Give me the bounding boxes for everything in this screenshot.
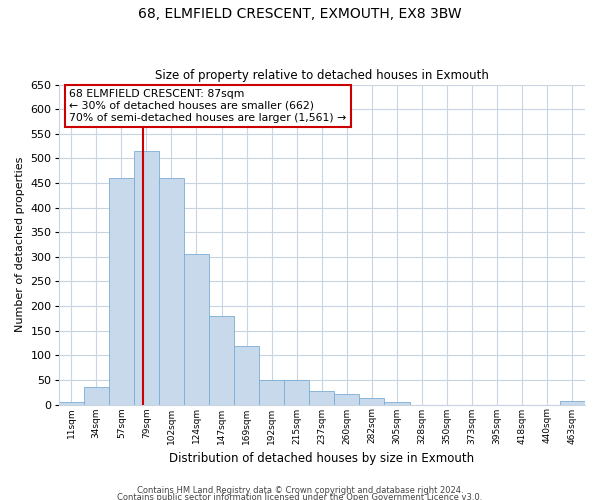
Bar: [134, 151, 159, 405]
Bar: [359, 398, 385, 404]
Bar: [209, 316, 234, 404]
Text: 68 ELMFIELD CRESCENT: 87sqm
← 30% of detached houses are smaller (662)
70% of se: 68 ELMFIELD CRESCENT: 87sqm ← 30% of det…: [69, 90, 346, 122]
Bar: [560, 400, 585, 404]
Y-axis label: Number of detached properties: Number of detached properties: [15, 157, 25, 332]
Text: Contains public sector information licensed under the Open Government Licence v3: Contains public sector information licen…: [118, 494, 482, 500]
Bar: [59, 402, 83, 404]
Bar: [385, 402, 410, 404]
Text: 68, ELMFIELD CRESCENT, EXMOUTH, EX8 3BW: 68, ELMFIELD CRESCENT, EXMOUTH, EX8 3BW: [138, 8, 462, 22]
Bar: [284, 380, 309, 404]
Text: Contains HM Land Registry data © Crown copyright and database right 2024.: Contains HM Land Registry data © Crown c…: [137, 486, 463, 495]
Bar: [234, 346, 259, 405]
Bar: [184, 254, 209, 404]
Bar: [159, 178, 184, 404]
Bar: [109, 178, 134, 404]
Bar: [83, 388, 109, 404]
Bar: [309, 390, 334, 404]
X-axis label: Distribution of detached houses by size in Exmouth: Distribution of detached houses by size …: [169, 452, 475, 465]
Title: Size of property relative to detached houses in Exmouth: Size of property relative to detached ho…: [155, 69, 489, 82]
Bar: [334, 394, 359, 404]
Bar: [259, 380, 284, 404]
